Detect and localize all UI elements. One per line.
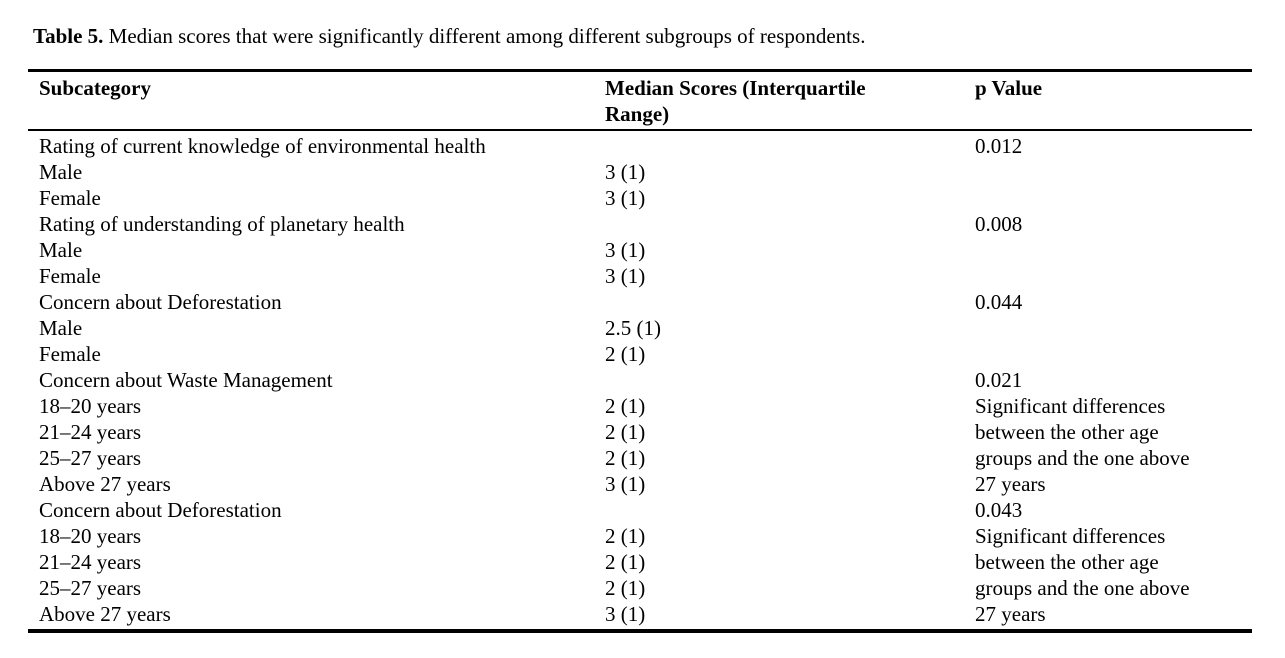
table-row: 18–20 years 2 (1) Significant difference… — [28, 393, 1252, 419]
median-scores-table: Subcategory Median Scores (Interquartile… — [28, 69, 1252, 633]
col-header-median-scores-line1: Median Scores (Interquartile — [605, 76, 866, 100]
table-row: Concern about Deforestation 0.044 — [28, 289, 1252, 315]
cell-p-value — [975, 341, 1252, 367]
cell-median-score — [605, 130, 975, 159]
table-caption-label: Table 5. — [33, 24, 104, 48]
table-row: Rating of understanding of planetary hea… — [28, 211, 1252, 237]
table-row: 25–27 years 2 (1) groups and the one abo… — [28, 575, 1252, 601]
cell-p-value: between the other age — [975, 420, 1159, 444]
cell-median-score: 3 (1) — [605, 264, 646, 288]
table-row: Rating of current knowledge of environme… — [28, 130, 1252, 159]
cell-p-value — [975, 159, 1252, 185]
cell-median-score: 3 (1) — [605, 472, 646, 496]
cell-median-score: 2 (1) — [605, 394, 646, 418]
header-row: Subcategory Median Scores (Interquartile… — [28, 70, 1252, 131]
table-row: 25–27 years 2 (1) groups and the one abo… — [28, 445, 1252, 471]
table-row: 21–24 years 2 (1) between the other age — [28, 549, 1252, 575]
cell-median-score — [605, 497, 975, 523]
cell-p-value — [975, 185, 1252, 211]
cell-p-value: groups and the one above — [975, 446, 1190, 470]
table-body: Rating of current knowledge of environme… — [28, 130, 1252, 631]
cell-p-value: groups and the one above — [975, 576, 1190, 600]
cell-median-score: 2.5 (1) — [605, 316, 661, 340]
table-row: Male 2.5 (1) — [28, 315, 1252, 341]
cell-p-value: between the other age — [975, 550, 1159, 574]
cell-p-value — [975, 315, 1252, 341]
cell-median-score: 2 (1) — [605, 550, 646, 574]
cell-median-score: 3 (1) — [605, 238, 646, 262]
cell-median-score: 2 (1) — [605, 342, 646, 366]
cell-median-score: 2 (1) — [605, 576, 646, 600]
cell-median-score — [605, 367, 975, 393]
cell-p-value: 27 years — [975, 472, 1046, 496]
cell-median-score: 2 (1) — [605, 524, 646, 548]
table-row: Concern about Waste Management 0.021 — [28, 367, 1252, 393]
cell-subcategory: 18–20 years — [39, 524, 142, 548]
cell-subcategory: 21–24 years — [39, 550, 142, 574]
cell-p-value: 27 years — [975, 602, 1046, 626]
cell-median-score: 2 (1) — [605, 446, 646, 470]
cell-median-score — [605, 211, 975, 237]
cell-subcategory: Rating of current knowledge of environme… — [39, 134, 486, 158]
cell-p-value: 0.008 — [975, 212, 1023, 236]
cell-subcategory: 18–20 years — [39, 394, 142, 418]
cell-p-value — [975, 263, 1252, 289]
table-row: Female 3 (1) — [28, 185, 1252, 211]
table-caption-text: Median scores that were significantly di… — [103, 24, 866, 48]
cell-median-score: 3 (1) — [605, 186, 646, 210]
cell-subcategory: Rating of understanding of planetary hea… — [39, 212, 405, 236]
col-header-median-scores: Median Scores (Interquartile Range) — [605, 70, 975, 131]
table-row: 21–24 years 2 (1) between the other age — [28, 419, 1252, 445]
table-row: Above 27 years 3 (1) 27 years — [28, 471, 1252, 497]
table-row: Above 27 years 3 (1) 27 years — [28, 601, 1252, 631]
cell-p-value: 0.044 — [975, 290, 1023, 314]
cell-subcategory: Female — [39, 342, 101, 366]
cell-p-value: 0.021 — [975, 368, 1023, 392]
cell-subcategory: Male — [39, 160, 83, 184]
cell-p-value: 0.012 — [975, 134, 1023, 158]
cell-p-value — [975, 237, 1252, 263]
col-header-median-scores-line2: Range) — [605, 102, 670, 126]
table-row: Female 3 (1) — [28, 263, 1252, 289]
cell-p-value: 0.043 — [975, 498, 1023, 522]
cell-median-score: 3 (1) — [605, 160, 646, 184]
cell-subcategory: Concern about Deforestation — [39, 498, 282, 522]
cell-p-value: Significant differences — [975, 524, 1166, 548]
cell-subcategory: 25–27 years — [39, 576, 142, 600]
col-header-p-value: p Value — [975, 70, 1252, 131]
cell-subcategory: 21–24 years — [39, 420, 142, 444]
cell-p-value: Significant differences — [975, 394, 1166, 418]
table-row: Male 3 (1) — [28, 159, 1252, 185]
cell-median-score: 3 (1) — [605, 602, 646, 626]
cell-subcategory: Female — [39, 186, 101, 210]
col-header-subcategory: Subcategory — [28, 70, 605, 131]
cell-subcategory: Above 27 years — [39, 472, 171, 496]
cell-median-score — [605, 289, 975, 315]
table-row: 18–20 years 2 (1) Significant difference… — [28, 523, 1252, 549]
cell-subcategory: Male — [39, 238, 83, 262]
cell-subcategory: Above 27 years — [39, 602, 171, 626]
table-row: Female 2 (1) — [28, 341, 1252, 367]
table-row: Male 3 (1) — [28, 237, 1252, 263]
table-caption: Table 5. Median scores that were signifi… — [33, 23, 1285, 50]
table-row: Concern about Deforestation 0.043 — [28, 497, 1252, 523]
cell-subcategory: 25–27 years — [39, 446, 142, 470]
cell-subcategory: Concern about Deforestation — [39, 290, 282, 314]
cell-subcategory: Concern about Waste Management — [39, 368, 333, 392]
cell-median-score: 2 (1) — [605, 420, 646, 444]
cell-subcategory: Male — [39, 316, 83, 340]
cell-subcategory: Female — [39, 264, 101, 288]
